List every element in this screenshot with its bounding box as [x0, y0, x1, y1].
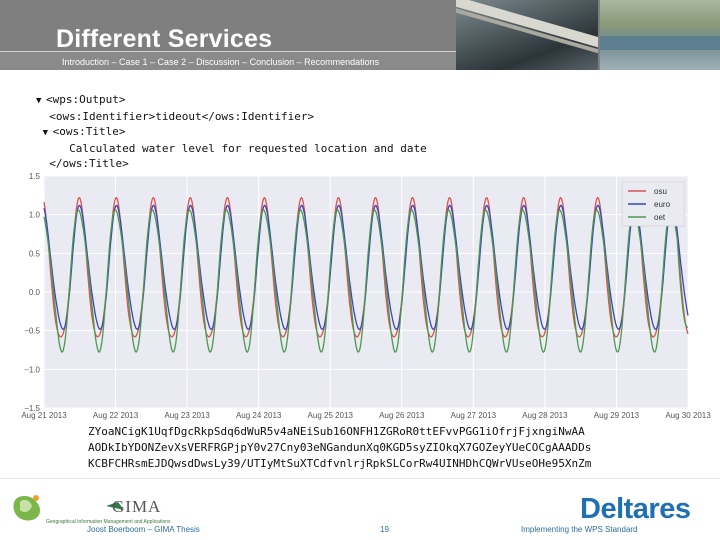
- aerial-photo: [600, 0, 720, 70]
- y-tick-label: 1.0: [29, 211, 41, 220]
- x-tick-label: Aug 22 2013: [93, 411, 139, 420]
- y-tick-label: −1.0: [24, 365, 40, 374]
- x-tick-label: Aug 23 2013: [164, 411, 210, 420]
- encoded-output: ZYoaNCigK1UqfDgcRkpSdq6dWuR5v4aNEiSub16O…: [88, 424, 591, 472]
- legend-label-osu: osu: [654, 187, 667, 196]
- encoded-line: AODkIbYDONZevXsVERFRGPjpY0v27Cny03eNGand…: [88, 441, 592, 454]
- bridge-photo: [456, 0, 598, 70]
- legend-label-oet: oet: [654, 213, 666, 222]
- x-tick-label: Aug 27 2013: [451, 411, 497, 420]
- y-tick-label: −1.5: [24, 404, 40, 413]
- footer-divider: [0, 478, 720, 479]
- collapse-triangle-icon[interactable]: ▼: [42, 128, 49, 138]
- x-tick-label: Aug 24 2013: [236, 411, 282, 420]
- breadcrumb: Introduction – Case 1 – Case 2 – Discuss…: [62, 57, 380, 67]
- encoded-line: ZYoaNCigK1UqfDgcRkpSdq6dWuR5v4aNEiSub16O…: [88, 425, 585, 438]
- encoded-line: KCBFCHRsmEJDQwsdDwsLy39/UTIyMtSuXTCdfvnl…: [88, 457, 592, 470]
- x-tick-label: Aug 21 2013: [21, 411, 67, 420]
- collapse-triangle-icon[interactable]: ▼: [36, 96, 42, 106]
- title-rule: [0, 51, 456, 52]
- code-line: Calculated water level for requested loc…: [69, 142, 427, 155]
- code-line: </ows:Title>: [49, 157, 129, 170]
- gima-logo: [13, 495, 124, 521]
- legend-label-euro: euro: [654, 200, 671, 209]
- y-tick-label: 0.5: [29, 249, 41, 258]
- x-tick-label: Aug 30 2013: [665, 411, 711, 420]
- deltares-logo: Deltares: [580, 493, 691, 525]
- footer-author: Joost Boerboom – GIMA Thesis: [87, 525, 200, 534]
- x-tick-label: Aug 26 2013: [379, 411, 425, 420]
- slide-title: Different Services: [56, 25, 273, 53]
- gima-logo-subtitle: Geographical Information Management and …: [46, 519, 171, 525]
- code-line: <ows:Identifier>tideout</ows:Identifier>: [49, 110, 315, 123]
- y-tick-label: 0.0: [29, 288, 41, 297]
- code-line: <wps:Output>: [46, 93, 126, 106]
- series-line-oet: [43, 209, 689, 354]
- page-number: 19: [380, 525, 389, 534]
- x-tick-label: Aug 25 2013: [308, 411, 354, 420]
- footer-topic: Implementing the WPS Standard: [521, 525, 638, 534]
- gima-logo-text: GIMA: [112, 497, 162, 516]
- x-tick-label: Aug 29 2013: [594, 411, 640, 420]
- code-line: <ows:Title>: [52, 125, 126, 138]
- y-tick-label: −0.5: [24, 327, 40, 336]
- x-tick-label: Aug 28 2013: [522, 411, 568, 420]
- header-band: [0, 52, 456, 70]
- y-tick-label: 1.5: [29, 172, 41, 181]
- xml-code-block: ▼ <wps:Output> <ows:Identifier>tideout</o…: [36, 92, 427, 171]
